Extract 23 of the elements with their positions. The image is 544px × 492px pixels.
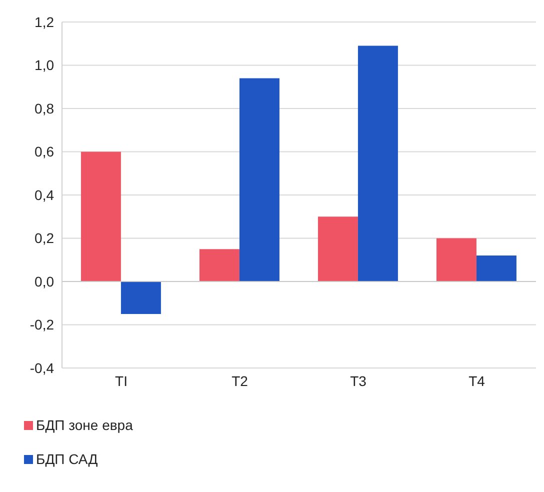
legend-label: БДП зоне евра	[36, 417, 133, 433]
y-tick-label: 0,8	[34, 100, 54, 116]
legend-label: БДП САД	[36, 451, 98, 467]
bar	[199, 249, 240, 282]
bar	[436, 238, 476, 282]
x-tick-label: T4	[468, 372, 486, 389]
y-tick-label: -0,4	[30, 360, 54, 376]
x-tick-label: TI	[115, 372, 128, 389]
bar	[358, 46, 398, 282]
bar	[80, 152, 121, 282]
y-tick-label: 1,2	[34, 14, 54, 30]
bar	[318, 216, 358, 282]
x-tick-label: T3	[350, 372, 367, 389]
y-tick-label: 0,0	[34, 273, 54, 290]
y-tick-label: 0,2	[34, 230, 54, 246]
bar	[120, 282, 161, 314]
y-tick-label: 0,6	[34, 144, 54, 160]
bar	[239, 78, 280, 282]
x-tick-label: T2	[232, 372, 248, 389]
y-tick-label: 1,0	[34, 57, 54, 74]
y-tick-label: -0,2	[30, 316, 54, 333]
y-tick-label: 0,4	[34, 186, 54, 203]
bar	[476, 256, 516, 282]
